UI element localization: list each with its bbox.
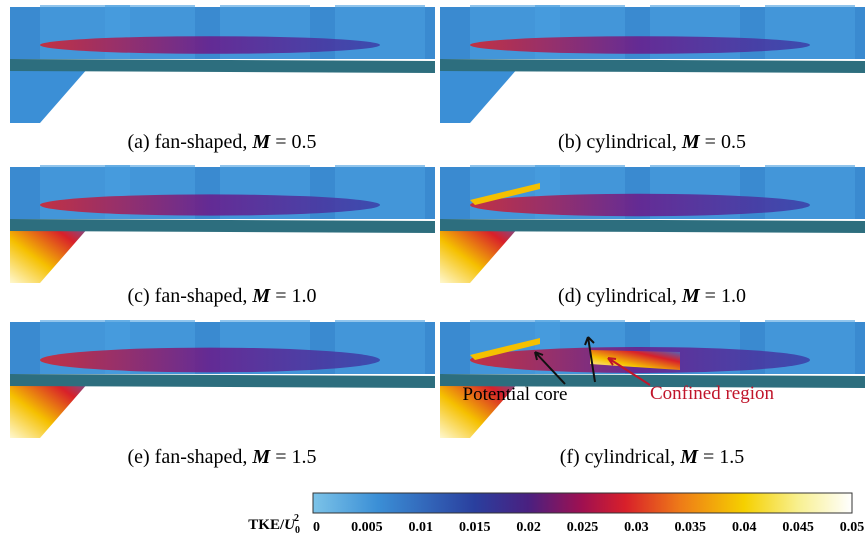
floor (440, 59, 865, 73)
annotation: Potential core (463, 384, 568, 405)
colorbar-tick: 0.04 (732, 520, 757, 535)
caption-label: (d) cylindrical, (558, 285, 677, 307)
caption: (e) fan-shaped,M= 1.5 (127, 446, 316, 468)
slice (765, 5, 855, 59)
colorbar (313, 493, 852, 513)
caption-value: = 1.5 (703, 446, 744, 468)
colorbar-tick: 0.005 (351, 520, 383, 535)
caption-param: M (251, 446, 271, 468)
figure: Potential core Confined region TKE/U02 0… (0, 0, 865, 541)
colorbar-tick: 0.045 (782, 520, 814, 535)
floor (10, 219, 435, 233)
flow-panel (440, 165, 865, 283)
colorbar-tick: 0.05 (840, 520, 865, 535)
flow-panel (440, 5, 865, 123)
caption-value: = 0.5 (275, 131, 316, 153)
jet (40, 36, 380, 54)
caption-param: M (251, 131, 271, 153)
jet (40, 348, 380, 373)
floor (10, 59, 435, 73)
caption-param: M (679, 446, 699, 468)
colorbar-tick: 0.01 (409, 520, 434, 535)
slice (335, 5, 425, 59)
caption-value: = 1.5 (275, 446, 316, 468)
flow-panel (10, 5, 435, 123)
flow-panel (10, 320, 435, 438)
caption-label: (a) fan-shaped, (127, 131, 247, 153)
caption: (d) cylindrical,M= 1.0 (558, 285, 746, 307)
caption-param: M (681, 131, 701, 153)
caption-value: = 1.0 (705, 285, 746, 307)
caption-value: = 0.5 (705, 131, 746, 153)
caption-label: (b) cylindrical, (558, 131, 677, 153)
flow-panel (10, 165, 435, 283)
jet (470, 194, 810, 216)
caption: (c) fan-shaped,M= 1.0 (127, 285, 316, 307)
colorbar-tick: 0.02 (516, 520, 541, 535)
caption: (b) cylindrical,M= 0.5 (558, 131, 746, 153)
colorbar-tick: 0 (313, 520, 320, 535)
jet (470, 36, 810, 54)
annotation: Confined region (650, 383, 775, 404)
floor (440, 219, 865, 233)
caption-param: M (251, 285, 271, 307)
floor (10, 374, 435, 388)
colorbar-tick: 0.035 (675, 520, 707, 535)
colorbar-tick: 0.025 (567, 520, 599, 535)
caption-param: M (681, 285, 701, 307)
colorbar-label: TKE/U02 (248, 513, 300, 536)
colorbar-tick: 0.03 (624, 520, 649, 535)
caption: (f) cylindrical,M= 1.5 (560, 446, 745, 468)
caption-label: (c) fan-shaped, (127, 285, 247, 307)
caption-label: (e) fan-shaped, (127, 446, 247, 468)
flow-panel (440, 320, 865, 438)
jet (40, 194, 380, 215)
caption: (a) fan-shaped,M= 0.5 (127, 131, 316, 153)
colorbar-tick: 0.015 (459, 520, 491, 535)
caption-value: = 1.0 (275, 285, 316, 307)
caption-label: (f) cylindrical, (560, 446, 676, 468)
